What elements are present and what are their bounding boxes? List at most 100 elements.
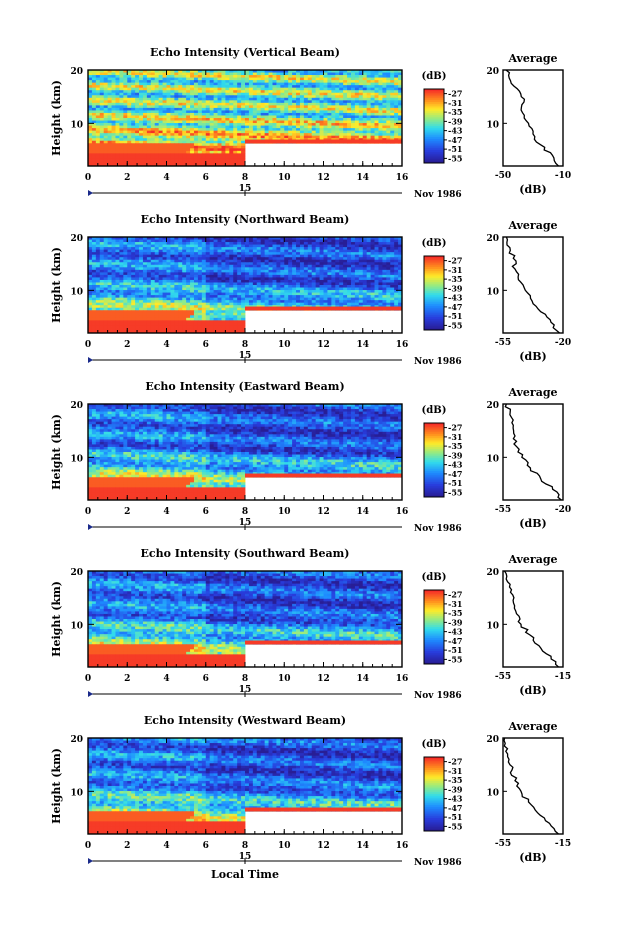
heatmap-cell (178, 112, 183, 116)
heatmap-cell (303, 92, 309, 96)
heatmap-cell (209, 75, 215, 78)
heatmap-cell (268, 82, 273, 86)
heatmap-cell (245, 300, 250, 304)
heatmap-cell (264, 133, 269, 137)
heatmap-cell (296, 282, 301, 286)
heatmap-cell (323, 262, 328, 266)
heatmap-cell (174, 87, 179, 91)
heatmap-cell (127, 92, 132, 96)
heatmap-cell (378, 264, 383, 268)
heatmap-cell (237, 77, 242, 81)
colorbar-tick-label: -51 (448, 144, 462, 154)
heatmap-cell (343, 267, 348, 271)
heatmap-cell (193, 95, 199, 99)
heatmap-cell (225, 85, 230, 89)
heatmap-cell (225, 282, 230, 286)
heatmap-cell (154, 100, 160, 104)
heatmap-cell (280, 130, 285, 134)
heatmap-cell (311, 254, 317, 258)
heatmap-cell (111, 118, 116, 121)
heatmap-cell (248, 272, 254, 276)
heatmap-cell (241, 158, 246, 162)
heatmap-cell (107, 90, 112, 94)
heatmap-cell (386, 237, 391, 240)
heatmap-cell (229, 249, 234, 253)
heatmap-cell (331, 125, 336, 129)
heatmap-cell (252, 87, 258, 91)
heatmap-cell (142, 75, 148, 78)
heatmap-cell (307, 269, 313, 273)
heatmap-cell (252, 237, 258, 240)
heatmap-cell (264, 77, 269, 81)
heatmap-cell (315, 105, 320, 109)
heatmap-cell (205, 82, 211, 86)
heatmap-cell (335, 128, 340, 132)
heatmap-cell (339, 92, 344, 96)
heatmap-cell (142, 115, 148, 119)
heatmap-cell (91, 302, 97, 306)
heatmap-cell (213, 287, 218, 291)
heatmap-cell (166, 107, 171, 111)
heatmap-cell (280, 90, 285, 94)
heatmap-cell (260, 130, 266, 134)
heatmap-cell (162, 120, 167, 124)
heatmap-cell (103, 153, 109, 157)
heatmap-cell (370, 105, 375, 109)
heatmap-cell (154, 269, 160, 273)
heatmap-cell (146, 277, 152, 281)
heatmap-cell (398, 97, 403, 101)
heatmap-cell (331, 105, 336, 109)
heatmap-cell (88, 242, 93, 245)
heatmap-cell (99, 150, 105, 154)
heatmap-cell (111, 110, 116, 114)
heatmap-cell (303, 125, 309, 129)
heatmap-cell (209, 82, 215, 86)
heatmap-cell (237, 100, 242, 104)
heatmap-cell (354, 70, 360, 73)
heatmap-cell (335, 123, 340, 126)
heatmap-cell (107, 274, 112, 278)
heatmap-cell (221, 150, 226, 154)
heatmap-cell (292, 277, 297, 281)
heatmap-cell (146, 90, 152, 94)
heatmap-cell (268, 254, 273, 258)
heatmap-cell (107, 105, 112, 109)
heatmap-cell (272, 87, 277, 91)
heatmap-cell (350, 269, 356, 273)
heatmap-cell (276, 274, 281, 278)
heatmap-cell (398, 110, 403, 114)
heatmap-cell (142, 302, 148, 306)
heatmap-cell (193, 148, 199, 152)
heatmap-cell (386, 100, 391, 104)
x-tick-label: 10 (278, 173, 291, 183)
heatmap-cell (256, 267, 262, 271)
heatmap-cell (237, 135, 242, 139)
heatmap-cell (241, 112, 246, 116)
heatmap-cell (382, 107, 387, 111)
heatmap-cell (319, 257, 324, 261)
heatmap-cell (374, 300, 379, 304)
heatmap-cell (272, 272, 277, 276)
heatmap-cell (339, 110, 344, 114)
heatmap-cell (303, 237, 309, 240)
heatmap-cell (91, 295, 97, 299)
heatmap-cell (209, 259, 215, 263)
heatmap-cell (221, 300, 226, 304)
heatmap-cell (366, 102, 372, 106)
heatmap-cell (158, 290, 163, 293)
heatmap-cell (350, 247, 356, 251)
heatmap-cell (307, 133, 313, 137)
heatmap-cell (370, 237, 375, 240)
heatmap-cell (131, 130, 136, 134)
heatmap-cell (390, 269, 395, 273)
heatmap-cell (339, 130, 344, 134)
heatmap-cell (303, 282, 309, 286)
heatmap-cell (162, 115, 167, 119)
heatmap-cell (174, 107, 179, 111)
heatmap-cell (162, 285, 167, 288)
heatmap-cell (91, 290, 97, 293)
heatmap-cell (154, 302, 160, 306)
heatmap-cell (150, 92, 156, 96)
heatmap-cell (347, 259, 352, 263)
heatmap-cell (99, 239, 105, 243)
